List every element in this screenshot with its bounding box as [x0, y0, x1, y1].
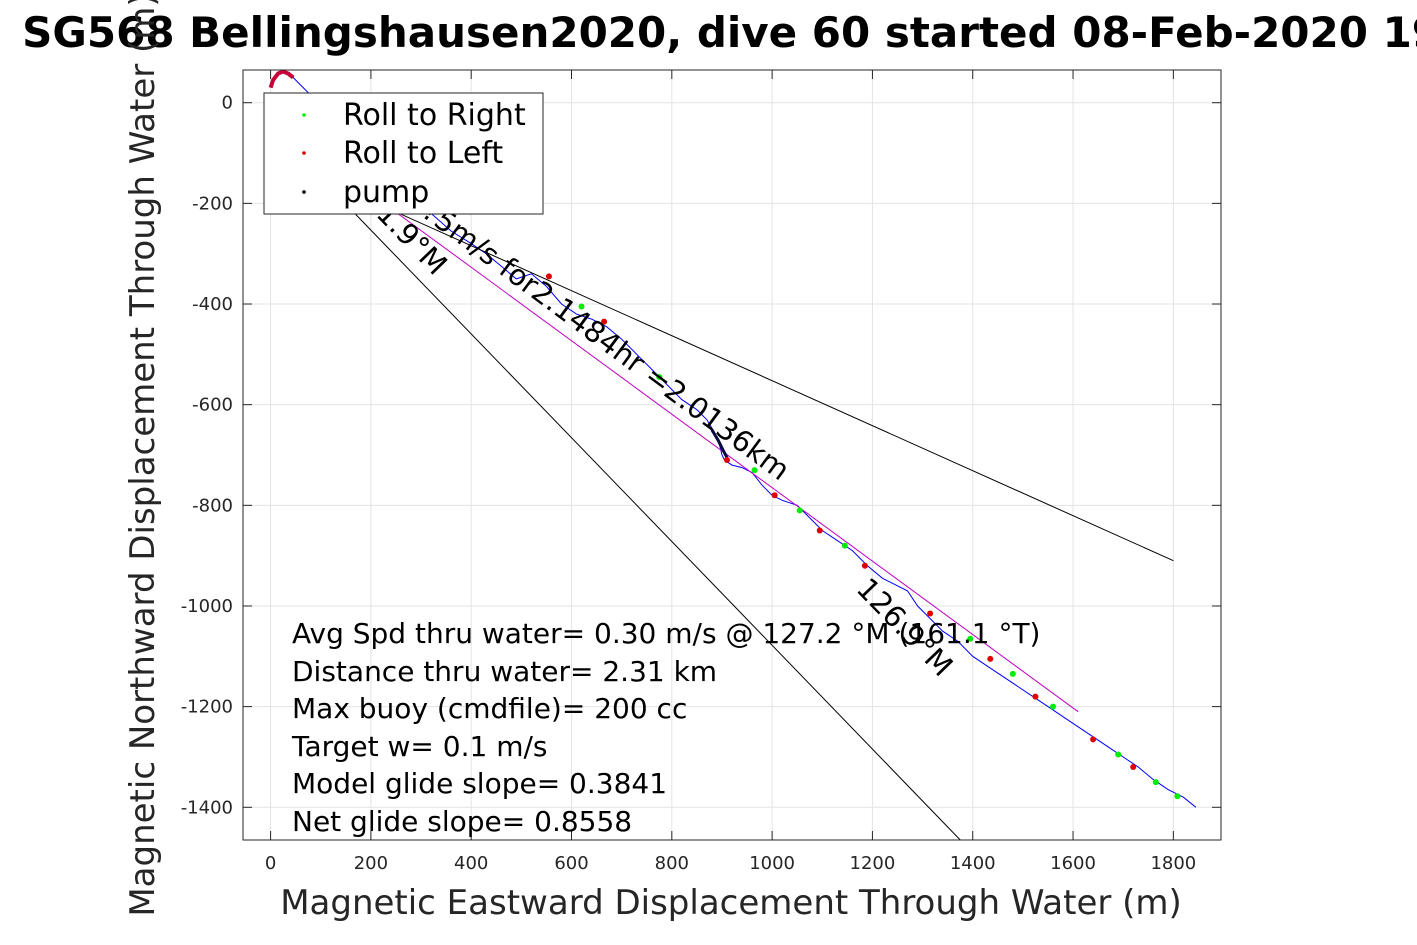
legend-label-roll-right: Roll to Right [343, 98, 526, 133]
series-start-roll [268, 70, 295, 89]
y-tick-label: -200 [192, 193, 233, 214]
tick-marks [243, 70, 1221, 840]
roll-left-point [1032, 693, 1039, 700]
x-tick-label: 400 [454, 853, 488, 874]
y-tick-label: 0 [222, 93, 233, 114]
roll-left-point [545, 273, 552, 280]
chart-title: SG568 Bellingshausen2020, dive 60 starte… [22, 8, 1417, 57]
x-tick-label: 600 [554, 853, 588, 874]
roll-right-point [751, 467, 758, 474]
stats-line-max-buoy: Max buoy (cmdfile)= 200 cc [292, 692, 687, 725]
x-tick-label: 1800 [1150, 853, 1196, 874]
roll-left-point [1130, 764, 1137, 771]
stats-line-net-glide: Net glide slope= 0.8558 [292, 805, 632, 838]
x-tick-label: 0 [265, 853, 276, 874]
x-tick-label: 1400 [950, 853, 996, 874]
y-tick-label: -400 [192, 294, 233, 315]
series-bound-upper [320, 177, 1174, 562]
roll-right-point [967, 635, 974, 642]
stats-line-target-w: Target w= 0.1 m/s [291, 730, 548, 763]
roll-right-point [1174, 793, 1181, 800]
x-tick-label: 1000 [749, 853, 795, 874]
legend: Roll to Right Roll to Left pump [263, 92, 544, 215]
roll-right-point [1049, 703, 1056, 710]
roll-left-point [601, 318, 608, 325]
roll-right-point [1115, 751, 1122, 758]
legend-box [263, 92, 544, 215]
x-tick-label: 1600 [1050, 853, 1096, 874]
legend-marker-roll-right [302, 113, 306, 117]
legend-marker-pump [302, 190, 306, 194]
stats-block: Avg Spd thru water= 0.30 m/s @ 127.2 °M … [291, 617, 1040, 838]
y-axis-label: Magnetic Northward Displacement Through … [123, 0, 163, 917]
stats-line-distance: Distance thru water= 2.31 km [292, 655, 717, 688]
y-tick-label: -600 [192, 395, 233, 416]
series-bound-lower [320, 177, 961, 840]
roll-left-point [723, 457, 730, 464]
roll-left-point [771, 492, 778, 499]
series-heading-line [335, 167, 1079, 713]
marker-layer [545, 273, 1181, 800]
roll-left-point [927, 610, 934, 617]
roll-right-point [796, 507, 803, 514]
series-pump-segment [710, 429, 729, 459]
roll-right-point [841, 542, 848, 549]
y-tick-label: -1200 [181, 697, 233, 718]
x-tick-labels: 0 200 400 600 800 1000 1200 1400 1600 1800 [265, 853, 1196, 874]
roll-left-point [1090, 736, 1097, 743]
stats-line-avg-speed: Avg Spd thru water= 0.30 m/s @ 127.2 °M … [292, 617, 1040, 650]
y-tick-labels: 0 -200 -400 -600 -800 -1000 -1200 -1400 [181, 93, 233, 819]
legend-marker-roll-left [302, 151, 306, 155]
roll-left-point [816, 527, 823, 534]
plot-frame [242, 69, 1222, 841]
stats-line-model-glide: Model glide slope= 0.3841 [292, 767, 667, 800]
legend-label-pump: pump [343, 175, 429, 210]
roll-right-point [1009, 670, 1016, 677]
roll-right-point [578, 303, 585, 310]
roll-left-point [987, 655, 994, 662]
x-tick-label: 1200 [850, 853, 896, 874]
y-tick-label: -800 [192, 495, 233, 516]
x-axis-label: Magnetic Eastward Displacement Through W… [280, 883, 1182, 923]
legend-label-roll-left: Roll to Left [343, 136, 503, 171]
roll-right-point [1152, 779, 1159, 786]
roll-right-point [656, 373, 663, 380]
roll-left-point [861, 562, 868, 569]
y-tick-label: -1400 [181, 797, 233, 818]
x-tick-label: 800 [655, 853, 689, 874]
y-tick-label: -1000 [181, 596, 233, 617]
x-tick-label: 200 [354, 853, 388, 874]
